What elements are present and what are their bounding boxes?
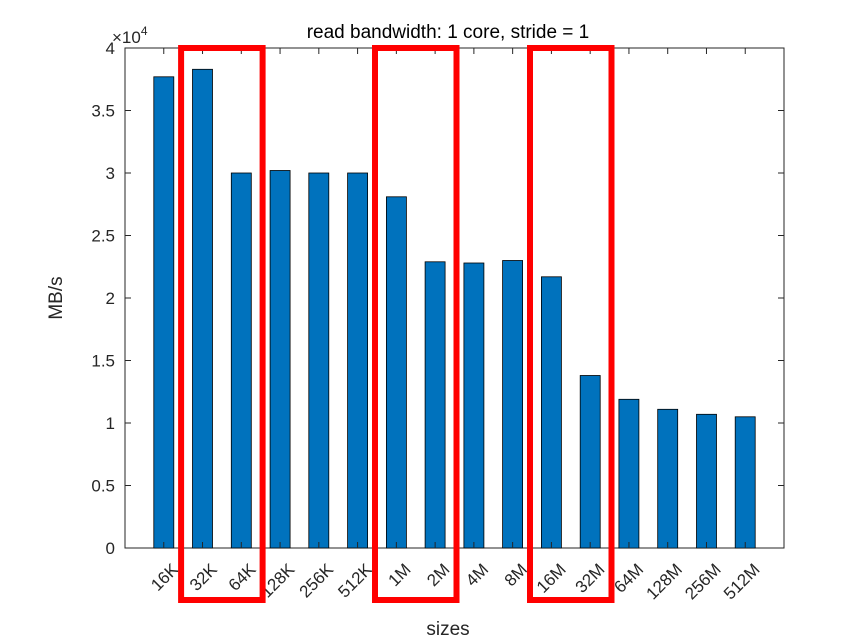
- bar-512M: [734, 416, 756, 549]
- x-tick-label-1M: 1M: [385, 560, 415, 590]
- bar-16K: [153, 76, 175, 549]
- bar-2M: [424, 261, 446, 549]
- highlight-box-1: [178, 45, 266, 603]
- highlight-boxes: [178, 45, 615, 603]
- x-tick-label-32M: 32M: [572, 560, 609, 597]
- x-tick-label-2M: 2M: [423, 560, 453, 590]
- bar-128M: [657, 408, 679, 549]
- x-tick-label-128M: 128M: [643, 560, 687, 604]
- highlight-box-2: [372, 45, 460, 603]
- x-tick-label-256M: 256M: [681, 560, 725, 604]
- exponent-power: 4: [141, 24, 148, 38]
- bar-4M: [463, 262, 485, 549]
- y-tick-label: 1: [106, 414, 115, 433]
- y-tick-label: 2: [106, 289, 115, 308]
- bar-256M: [696, 413, 717, 549]
- y-axis-exponent: ×104: [112, 24, 148, 47]
- bar-128K: [269, 170, 291, 549]
- x-tick-label-512K: 512K: [334, 559, 376, 601]
- bar-8M: [502, 260, 524, 549]
- x-tick-label-64M: 64M: [610, 560, 647, 597]
- x-tick-label-256K: 256K: [296, 559, 338, 601]
- y-tick-label: 2.5: [91, 227, 115, 246]
- y-tick-label: 0: [106, 539, 115, 558]
- y-tick-label: 1.5: [91, 352, 115, 371]
- bar-16M: [541, 276, 562, 549]
- bar-64M: [618, 398, 640, 549]
- chart-title: read bandwidth: 1 core, stride = 1: [307, 22, 590, 43]
- bar-32M: [579, 375, 601, 549]
- x-axis-title: sizes: [426, 619, 469, 640]
- bar-32K: [192, 68, 213, 549]
- bar-256K: [308, 172, 330, 549]
- x-tick-label-32K: 32K: [186, 559, 221, 594]
- y-tick-label: 4: [106, 39, 115, 58]
- y-tick-label: 3: [106, 164, 115, 183]
- bars-group: [153, 68, 756, 549]
- y-tick-label: 0.5: [91, 477, 115, 496]
- y-axis: 0 0.5 1 1.5 2 2.5 3 3.5 4: [91, 39, 784, 558]
- x-tick-label-512M: 512M: [720, 560, 764, 604]
- x-tick-label-8M: 8M: [501, 560, 531, 590]
- y-axis-title: MB/s: [46, 276, 67, 319]
- bar-64K: [230, 172, 252, 549]
- x-tick-label-64K: 64K: [225, 559, 260, 594]
- x-tick-label-16M: 16M: [533, 560, 570, 597]
- y-tick-label: 3.5: [91, 102, 115, 121]
- bar-1M: [385, 196, 407, 549]
- x-tick-label-4M: 4M: [462, 560, 492, 590]
- exponent-base: ×10: [112, 28, 141, 47]
- highlight-box-3: [527, 45, 615, 603]
- x-tick-label-16K: 16K: [147, 559, 182, 594]
- bar-512K: [347, 172, 369, 549]
